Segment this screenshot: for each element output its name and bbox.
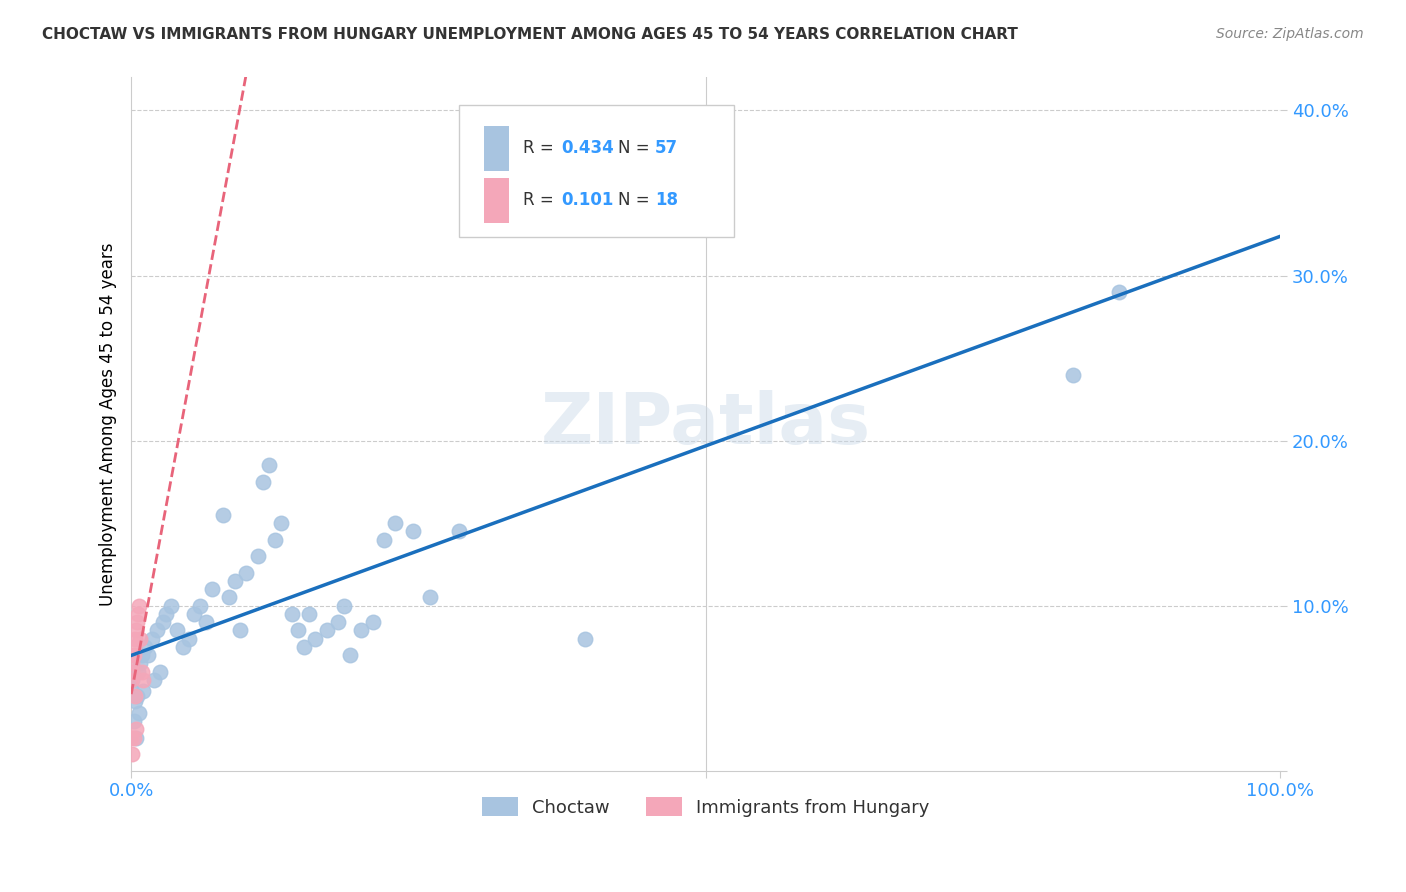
Point [149,665,172,679]
Point [333,599,356,613]
Text: 57: 57 [655,139,678,158]
Point [270,516,292,530]
Text: N =: N = [619,192,655,210]
Point [160,599,183,613]
Point [298,607,321,621]
Point [143,673,166,687]
Point [246,549,269,563]
Legend: Choctaw, Immigrants from Hungary: Choctaw, Immigrants from Hungary [474,790,936,824]
Point [129,632,152,646]
Point [145,624,167,638]
Point [373,533,395,547]
Point [120,673,142,687]
Point [121,747,143,762]
Point [125,615,148,629]
Point [122,640,145,654]
Point [229,624,252,638]
Text: R =: R = [523,139,560,158]
FancyBboxPatch shape [484,126,509,171]
Point [361,615,384,629]
Point [125,624,148,638]
Point [132,673,155,687]
Point [447,524,470,539]
Point [263,533,285,547]
Point [218,591,240,605]
Point [121,673,143,687]
FancyBboxPatch shape [458,105,734,237]
Point [281,607,304,621]
Point [121,665,143,679]
Point [183,607,205,621]
Point [129,657,152,671]
Point [127,665,149,679]
Point [304,632,326,646]
Point [574,632,596,646]
Text: Source: ZipAtlas.com: Source: ZipAtlas.com [1216,27,1364,41]
Text: 0.434: 0.434 [561,139,613,158]
Point [326,615,349,629]
Point [166,624,188,638]
Point [194,615,217,629]
Point [124,632,146,646]
Text: N =: N = [619,139,655,158]
Point [131,648,153,662]
Point [384,516,406,530]
Point [120,681,142,695]
Point [287,624,309,638]
Point [121,657,143,671]
Y-axis label: Unemployment Among Ages 45 to 54 years: Unemployment Among Ages 45 to 54 years [100,243,117,606]
Point [188,599,211,613]
Point [292,640,315,654]
Point [522,186,544,200]
Point [419,591,441,605]
Point [235,566,257,580]
Point [124,694,146,708]
Point [339,648,361,662]
Point [152,615,174,629]
Point [350,624,373,638]
Text: ZIPatlas: ZIPatlas [541,390,870,458]
Point [1062,368,1084,382]
Point [125,731,148,745]
Point [402,524,425,539]
Point [122,648,145,662]
Point [131,665,153,679]
Point [212,508,235,522]
Text: CHOCTAW VS IMMIGRANTS FROM HUNGARY UNEMPLOYMENT AMONG AGES 45 TO 54 YEARS CORREL: CHOCTAW VS IMMIGRANTS FROM HUNGARY UNEMP… [42,27,1018,42]
Point [141,632,163,646]
Text: R =: R = [523,192,560,210]
Text: 0.101: 0.101 [561,192,613,210]
Point [132,684,155,698]
Point [224,574,246,588]
Point [128,706,150,720]
Point [122,714,145,728]
Point [172,640,194,654]
Point [138,648,160,662]
Point [134,640,156,654]
Point [124,690,146,704]
Point [122,731,145,745]
Text: 18: 18 [655,192,678,210]
Point [315,624,337,638]
Point [257,458,280,473]
Point [155,607,177,621]
Point [128,599,150,613]
FancyBboxPatch shape [484,178,509,223]
Point [125,690,148,704]
Point [127,607,149,621]
Point [125,723,148,737]
Point [120,731,142,745]
Point [177,632,200,646]
Point [252,475,274,489]
Point [1108,285,1130,299]
Point [201,582,224,596]
